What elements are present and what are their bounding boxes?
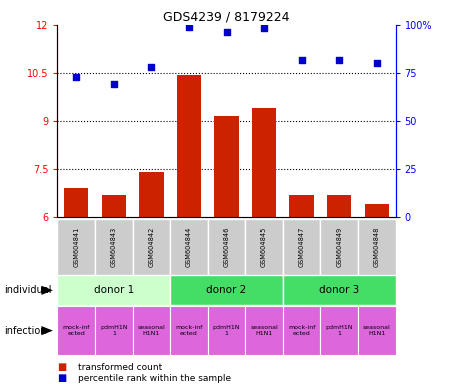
Bar (245, 306, 282, 355)
Point (185, 24, 192, 30)
Bar (132, 219, 170, 275)
Text: GSM604848: GSM604848 (373, 227, 379, 267)
Text: ■: ■ (57, 362, 67, 372)
Text: ■: ■ (57, 373, 67, 383)
Text: donor 1: donor 1 (94, 285, 134, 295)
Bar (176, 74, 201, 217)
Bar (282, 219, 320, 275)
Point (372, 60, 380, 66)
Bar (357, 219, 395, 275)
Text: GSM604846: GSM604846 (223, 227, 229, 267)
Point (335, 56, 342, 63)
Bar (207, 219, 245, 275)
Text: seasonal
H1N1: seasonal H1N1 (250, 325, 277, 336)
Text: donor 3: donor 3 (319, 285, 358, 295)
Text: GSM604849: GSM604849 (336, 227, 341, 267)
Bar (64, 188, 88, 217)
Text: GSM604845: GSM604845 (261, 227, 267, 267)
Bar (170, 275, 282, 305)
Text: individual: individual (5, 285, 52, 295)
Bar (57, 306, 95, 355)
Text: GSM604844: GSM604844 (185, 227, 191, 267)
Text: mock-inf
ected: mock-inf ected (287, 325, 315, 336)
Bar (289, 195, 313, 217)
Bar (214, 116, 238, 217)
Text: GSM604847: GSM604847 (298, 227, 304, 267)
Bar (95, 306, 132, 355)
Bar (132, 306, 170, 355)
Bar (170, 219, 207, 275)
Bar (326, 195, 351, 217)
Bar (364, 204, 388, 217)
Text: GSM604841: GSM604841 (73, 227, 79, 267)
Text: pdmH1N
1: pdmH1N 1 (213, 325, 240, 336)
Bar (245, 219, 282, 275)
Text: seasonal
H1N1: seasonal H1N1 (362, 325, 390, 336)
Text: percentile rank within the sample: percentile rank within the sample (78, 374, 231, 383)
Text: infection: infection (5, 326, 47, 336)
Text: mock-inf
ected: mock-inf ected (175, 325, 202, 336)
Point (260, 25, 267, 31)
Bar (57, 219, 95, 275)
Point (223, 29, 230, 35)
Bar (282, 275, 395, 305)
Point (110, 81, 118, 88)
Text: GSM604843: GSM604843 (111, 227, 117, 267)
Bar (207, 306, 245, 355)
Bar (57, 275, 170, 305)
Text: seasonal
H1N1: seasonal H1N1 (137, 325, 165, 336)
Point (147, 64, 155, 70)
Point (73, 74, 80, 80)
Bar (320, 219, 357, 275)
Bar (252, 108, 276, 217)
Bar (357, 306, 395, 355)
Title: GDS4239 / 8179224: GDS4239 / 8179224 (163, 11, 289, 24)
Bar (139, 172, 163, 217)
Text: pdmH1N
1: pdmH1N 1 (100, 325, 127, 336)
Bar (101, 195, 126, 217)
Bar (170, 306, 207, 355)
Text: transformed count: transformed count (78, 363, 162, 372)
Text: GSM604842: GSM604842 (148, 227, 154, 267)
Bar (282, 306, 320, 355)
Text: donor 2: donor 2 (206, 285, 246, 295)
Bar (320, 306, 357, 355)
Bar (95, 219, 132, 275)
Text: pdmH1N
1: pdmH1N 1 (325, 325, 352, 336)
Point (297, 56, 305, 63)
Text: mock-inf
ected: mock-inf ected (62, 325, 90, 336)
